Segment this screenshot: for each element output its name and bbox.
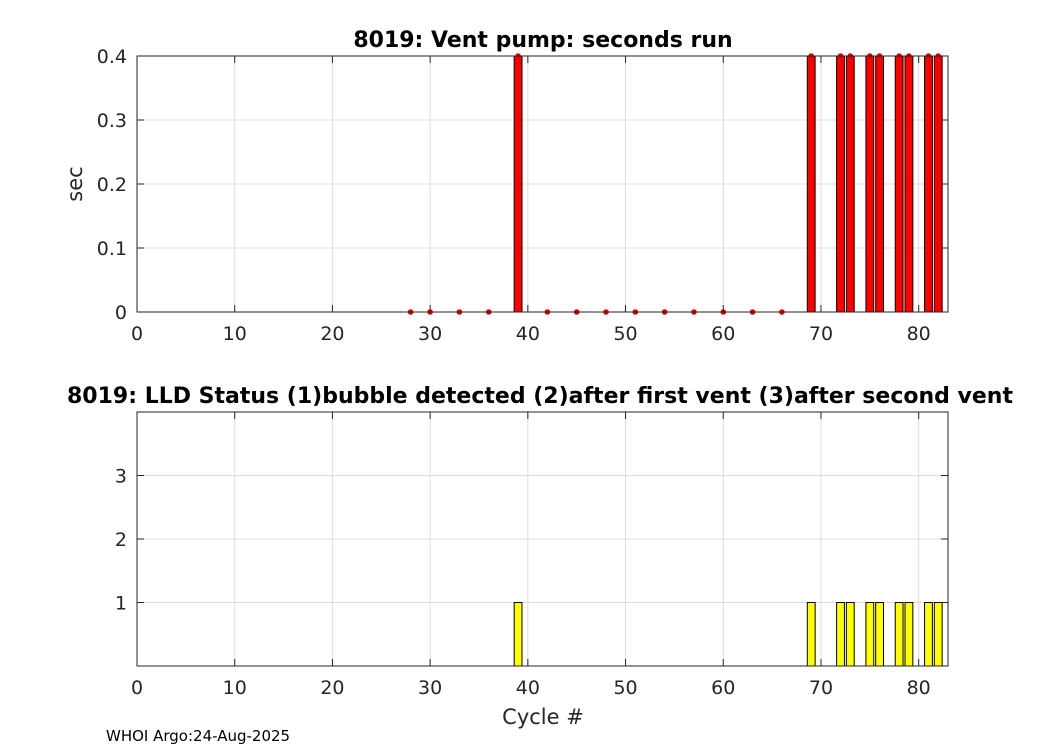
x-tick-label: 0 (131, 677, 143, 699)
bar (836, 55, 845, 313)
x-tick-label: 10 (223, 677, 247, 699)
bar (513, 602, 523, 667)
bar (845, 602, 855, 667)
ticks: 0 10 20 30 40 50 60 70 80 1 2 3 (115, 412, 948, 699)
bar (904, 602, 914, 667)
bar (904, 55, 914, 313)
x-tick-label: 40 (516, 323, 540, 345)
chart-title: 8019: Vent pump: seconds run (353, 28, 732, 53)
x-tick-label: 0 (131, 323, 143, 345)
y-tick-label: 0.4 (97, 46, 127, 68)
bar (875, 55, 885, 313)
bar (875, 602, 885, 667)
x-tick-label: 70 (809, 323, 833, 345)
x-tick-label: 20 (320, 323, 344, 345)
x-tick-label: 80 (907, 323, 931, 345)
bar (865, 55, 875, 313)
grid (136, 412, 948, 666)
x-tick-label: 10 (223, 323, 247, 345)
x-tick-label: 30 (418, 323, 442, 345)
bar (806, 55, 816, 313)
y-tick-label: 0.3 (97, 110, 127, 132)
bar (865, 602, 875, 667)
y-tick-label: 2 (115, 529, 127, 551)
footer-credit: WHOI Argo:24-Aug-2025 (106, 727, 290, 745)
lld-status-chart: 8019: LLD Status (1)bubble detected (2)a… (67, 384, 1013, 729)
y-tick-label: 1 (115, 593, 127, 615)
x-tick-label: 40 (516, 677, 540, 699)
x-tick-label: 50 (613, 677, 637, 699)
bar (806, 602, 816, 667)
x-axis-label: Cycle # (502, 705, 584, 729)
bar (933, 55, 943, 313)
bar (894, 602, 904, 667)
x-tick-label: 70 (809, 677, 833, 699)
y-tick-label: 0 (115, 302, 127, 324)
y-tick-label: 3 (115, 466, 127, 488)
x-tick-label: 60 (711, 323, 735, 345)
bar (513, 55, 523, 313)
x-tick-label: 60 (711, 677, 735, 699)
bar (933, 602, 943, 667)
bar (894, 55, 904, 313)
y-tick-label: 0.2 (97, 174, 127, 196)
chart-title: 8019: LLD Status (1)bubble detected (2)a… (67, 384, 1013, 409)
x-tick-label: 30 (418, 677, 442, 699)
bar (924, 602, 933, 667)
y-tick-label: 0.1 (97, 238, 127, 260)
x-tick-label: 50 (613, 323, 637, 345)
y-axis-label: sec (63, 166, 87, 201)
bar (845, 55, 855, 313)
ticks: 0 10 20 30 40 50 60 70 80 0 0.1 0.2 0.3 0.4 (97, 46, 948, 345)
x-tick-label: 20 (320, 677, 344, 699)
vent-pump-chart: 8019: Vent pump: seconds run 0 10 20 30 40 50… (63, 28, 949, 345)
grid (136, 55, 948, 313)
x-tick-label: 80 (907, 677, 931, 699)
bar (924, 55, 933, 313)
bar (836, 602, 845, 667)
bars (513, 602, 943, 667)
